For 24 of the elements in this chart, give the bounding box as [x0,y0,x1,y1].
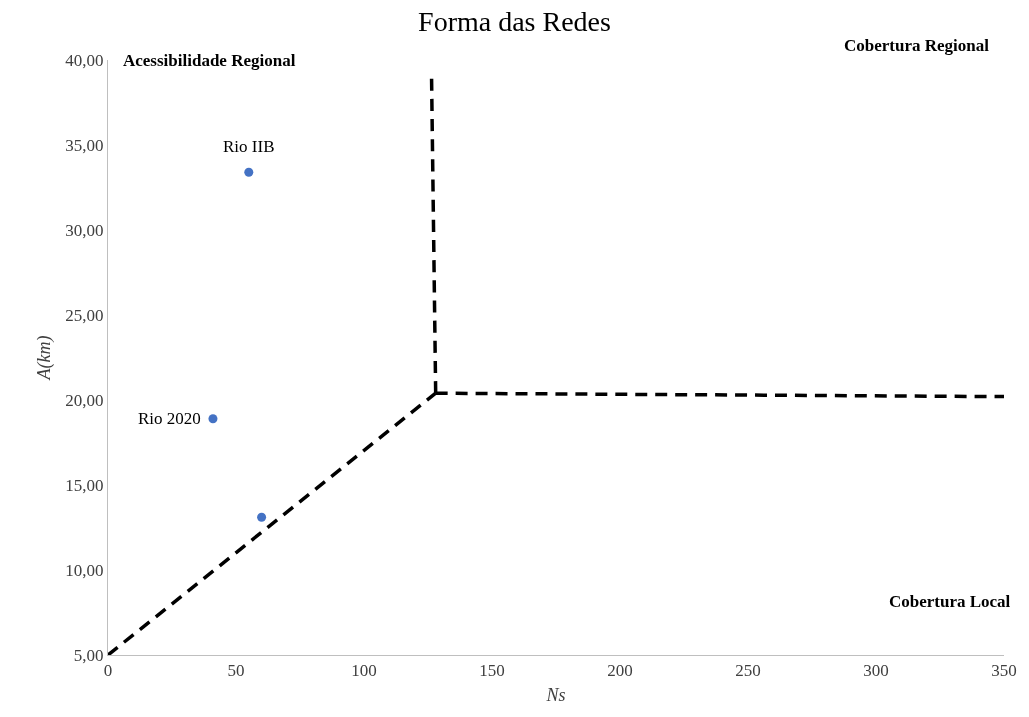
chart-title: Forma das Redes [418,6,611,38]
x-tick-label: 150 [479,661,505,681]
y-tick-label: 40,00 [65,50,104,70]
text: Cobertura Regional [844,36,990,55]
x-tick-label: 50 [227,661,245,681]
y-tick-label: 10,00 [65,560,104,580]
y-tick-label: 20,00 [65,390,104,410]
annotation: Acessibilidade Regional [123,51,296,70]
y-tick-label: 30,00 [65,220,104,240]
y-tick-label: 5,00 [73,645,104,665]
annotation: Rio 2020 [138,409,201,428]
x-tick-label: 100 [351,661,377,681]
x-axis-title: Ns [545,684,566,705]
x-tick-label: 250 [735,661,761,681]
y-tick-label: 15,00 [65,475,104,495]
y-tick-label: 25,00 [65,305,104,325]
x-tick-label: 0 [103,661,113,681]
y-axis-title: A(km) [33,335,55,381]
annotation: Rio IIB [223,137,275,156]
annotation: Cobertura Local [889,592,1011,611]
x-tick-label: 300 [863,661,889,681]
x-tick-label: 200 [607,661,633,681]
y-tick-label: 35,00 [65,135,104,155]
x-tick-label: 350 [991,661,1017,681]
